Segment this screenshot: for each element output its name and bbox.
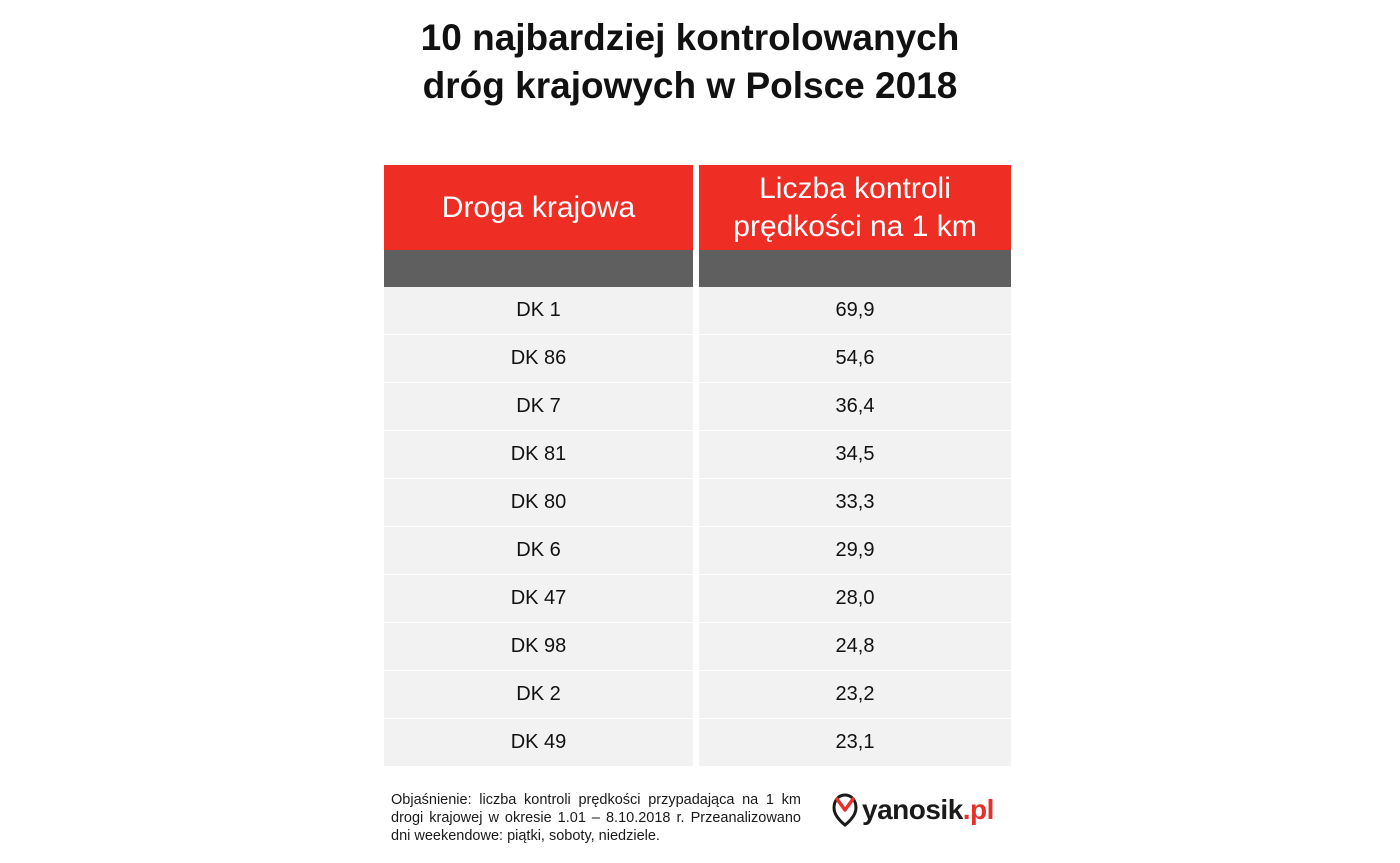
page-title: 10 najbardziej kontrolowanych dróg krajo… [0,14,1380,110]
table-cell-road: DK 80 [384,479,693,527]
table-cell-controls: 23,2 [699,671,1011,719]
table-cell-road: DK 81 [384,431,693,479]
logo-wordmark: yanosik.pl [862,794,994,826]
table-cell-road: DK 7 [384,383,693,431]
table-cell-road: DK 1 [384,287,693,335]
logo-suffix: .pl [962,794,995,825]
table-cell-controls: 28,0 [699,575,1011,623]
table-cell-road: DK 6 [384,527,693,575]
yanosik-logo-icon [832,793,858,827]
table-cell-road: DK 49 [384,719,693,767]
subheader-controls [699,250,1011,287]
table-cell-controls: 36,4 [699,383,1011,431]
table-cell-road: DK 86 [384,335,693,383]
table-cell-controls: 24,8 [699,623,1011,671]
table-cell-controls: 29,9 [699,527,1011,575]
table-cell-controls: 69,9 [699,287,1011,335]
column-road: Droga krajowa DK 1 DK 86 DK 7 DK 81 DK 80 DK … [384,165,693,767]
table-cell-controls: 34,5 [699,431,1011,479]
logo-name: yanosik [862,794,963,825]
column-controls: Liczba kontroli prędkości na 1 km 69,9 54… [699,165,1011,767]
table-cell-road: DK 47 [384,575,693,623]
subheader-road [384,250,693,287]
title-line-1: 10 najbardziej kontrolowanych [420,17,960,58]
header-controls-line-1: Liczba kontroli [759,171,951,205]
yanosik-logo: yanosik.pl [832,792,994,828]
table-cell-controls: 33,3 [699,479,1011,527]
road-cells: DK 1 DK 86 DK 7 DK 81 DK 80 DK 6 DK 47 DK 98 DK … [384,287,693,767]
title-line-2: dróg krajowych w Polsce 2018 [422,65,958,106]
table-cell-controls: 54,6 [699,335,1011,383]
table-cell-controls: 23,1 [699,719,1011,767]
table-cell-road: DK 2 [384,671,693,719]
controls-cells: 69,9 54,6 36,4 34,5 33,3 29,9 28,0 24,8 23,2 23,1 [699,287,1011,767]
header-controls: Liczba kontroli prędkości na 1 km [699,165,1011,250]
footnote: Objaśnienie: liczba kontroli prędkości p… [391,792,801,844]
table-cell-road: DK 98 [384,623,693,671]
header-road-label: Droga krajowa [441,190,636,224]
header-controls-line-2: prędkości na 1 km [733,209,977,243]
header-road: Droga krajowa [384,165,693,250]
